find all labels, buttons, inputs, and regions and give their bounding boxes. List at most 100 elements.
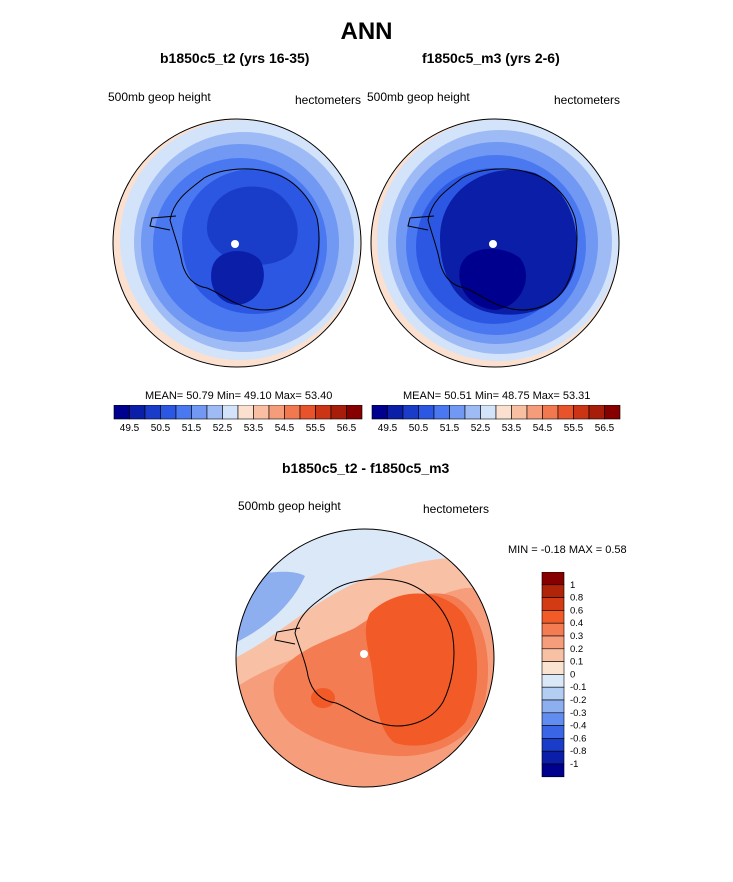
diff-colorbar-swatch xyxy=(541,725,565,739)
diff-units-label: hectometers xyxy=(423,502,490,516)
panel2-colorbar-swatch xyxy=(526,405,543,420)
diff-colorbar-swatch xyxy=(541,674,565,688)
panel2-colorbar-tick-label: 54.5 xyxy=(533,423,553,434)
panel2-map-boundary xyxy=(370,118,620,368)
panel2-colorbar-swatch xyxy=(433,405,450,420)
panel1-colorbar-tick-label: 55.5 xyxy=(306,423,326,434)
panel2-colorbar-swatch xyxy=(371,405,388,420)
panel1-polar-map xyxy=(112,118,362,368)
panel2-colorbar-tick-label: 56.5 xyxy=(595,423,615,434)
panel1-map-boundary xyxy=(112,118,362,368)
panel2-colorbar-swatch xyxy=(511,405,528,420)
diff-antarctica-coastline xyxy=(274,578,455,727)
diff-colorbar-swatch xyxy=(541,584,565,598)
diff-colorbar-tick-label: 1 xyxy=(570,580,575,591)
panel2-colorbar-swatch xyxy=(480,405,497,420)
panel1-units-label: hectometers xyxy=(295,93,362,107)
panel2-colorbar-tick-label: 49.5 xyxy=(378,423,398,434)
panel2-colorbar-swatch xyxy=(542,405,559,420)
panel1-colorbar-swatch xyxy=(253,405,270,420)
diff-colorbar-tick-label: -0.1 xyxy=(570,682,586,693)
diff-south-pole-marker xyxy=(360,650,368,658)
diff-polar-map xyxy=(235,528,495,788)
panel1-colorbar-swatch xyxy=(330,405,347,420)
panel1-title: b1850c5_t2 (yrs 16-35) xyxy=(160,50,310,66)
panel1-low-center xyxy=(211,250,264,305)
panel2-variable-label: 500mb geop height xyxy=(367,90,470,104)
panel2-colorbar-tick-label: 51.5 xyxy=(440,423,460,434)
panel2-colorbar-tick-label: 50.5 xyxy=(409,423,429,434)
panel1-colorbar-swatch xyxy=(346,405,363,420)
panel1-colorbar-tick-label: 51.5 xyxy=(182,423,202,434)
panel1-colorbar-swatch xyxy=(144,405,161,420)
diff-colorbar-tick-label: 0.8 xyxy=(570,593,583,604)
panel1-colorbar-tick-label: 50.5 xyxy=(151,423,171,434)
diff-colorbar-tick-label: -0.3 xyxy=(570,708,586,719)
panel1-antarctica-coastline xyxy=(149,168,320,311)
diff-colorbar-swatch xyxy=(541,572,565,586)
panel1-stats: MEAN= 50.79 Min= 49.10 Max= 53.40 xyxy=(145,390,333,402)
panel1-colorbar-swatch xyxy=(175,405,192,420)
panel2-south-pole-marker xyxy=(489,240,497,248)
diff-colorbar-swatch xyxy=(541,635,565,650)
panel2-units-label: hectometers xyxy=(554,93,621,107)
panel2-low-center xyxy=(459,248,526,310)
diff-colorbar-tick-label: 0.4 xyxy=(570,618,583,629)
panel2-colorbar-swatch xyxy=(495,405,512,420)
panel1-colorbar-swatch xyxy=(222,405,239,420)
diff-colorbar-tick-label: 0.3 xyxy=(570,631,583,642)
panel2-colorbar: 49.5 50.5 51.5 52.5 53.5 54.5 55.5 56.5 xyxy=(371,405,621,434)
panel1-colorbar-swatch xyxy=(191,405,208,420)
panel1-contour-49-5 xyxy=(207,186,298,265)
diff-colorbar-tick-label: -1 xyxy=(570,759,578,770)
panel1-colorbar-swatch xyxy=(268,405,285,420)
diff-variable-label: 500mb geop height xyxy=(238,499,341,513)
diff-colorbar-swatch xyxy=(541,686,565,701)
panel2-colorbar-swatch xyxy=(573,405,590,420)
panel1-colorbar-swatch xyxy=(113,405,130,420)
diff-contour-0-4 xyxy=(365,593,478,746)
panel1-colorbar-tick-label: 54.5 xyxy=(275,423,295,434)
diff-colorbar-swatch xyxy=(541,610,565,624)
diff-colorbar-tick-label: 0 xyxy=(570,669,575,680)
panel1-colorbar-tick-label: 53.5 xyxy=(244,423,264,434)
panel1-colorbar-swatch xyxy=(237,405,254,420)
panel2-colorbar-swatch xyxy=(402,405,419,420)
panel2-polar-map xyxy=(370,118,620,368)
diff-colorbar-swatch xyxy=(541,648,565,662)
panel2-colorbar-tick-label: 55.5 xyxy=(564,423,584,434)
diff-colorbar-tick-label: 0.1 xyxy=(570,657,583,668)
panel2-stats: MEAN= 50.51 Min= 48.75 Max= 53.31 xyxy=(403,390,591,402)
diff-colorbar-swatch xyxy=(541,699,565,714)
diff-colorbar-tick-label: -0.4 xyxy=(570,721,586,732)
diff-colorbar-swatch xyxy=(541,738,565,752)
panel2-colorbar-swatch xyxy=(604,405,621,420)
diff-colorbar-tick-label: -0.6 xyxy=(570,733,586,744)
diff-title: b1850c5_t2 - f1850c5_m3 xyxy=(282,460,450,476)
panel1-colorbar-swatch xyxy=(299,405,316,420)
diff-colorbar-swatch xyxy=(541,750,565,765)
panel1-colorbar-tick-label: 52.5 xyxy=(213,423,233,434)
diff-local-max xyxy=(311,688,335,708)
diff-colorbar-swatch xyxy=(541,712,565,726)
diff-minmax: MIN = -0.18 MAX = 0.58 xyxy=(508,544,627,556)
panel2-colorbar-tick-label: 52.5 xyxy=(471,423,491,434)
panel2-colorbar-swatch xyxy=(449,405,466,420)
panel1-variable-label: 500mb geop height xyxy=(108,90,211,104)
panel1-colorbar-swatch xyxy=(315,405,332,420)
diff-colorbar-tick-label: -0.2 xyxy=(570,695,586,706)
panel1-colorbar-tick-label: 49.5 xyxy=(120,423,140,434)
panel2-colorbar-swatch xyxy=(464,405,481,420)
panel1-colorbar-swatch xyxy=(129,405,146,420)
page-title: ANN xyxy=(340,18,393,45)
panel1-colorbar-tick-label: 56.5 xyxy=(337,423,357,434)
panel2-title: f1850c5_m3 (yrs 2-6) xyxy=(422,50,560,66)
diff-colorbar-swatch xyxy=(541,597,565,611)
diff-colorbar-swatch xyxy=(541,622,565,637)
panel1-colorbar-swatch xyxy=(160,405,177,420)
diff-zero-region xyxy=(236,529,494,658)
diff-colorbar-tick-label: -0.8 xyxy=(570,746,586,757)
panel1-south-pole-marker xyxy=(231,240,239,248)
panel2-antarctica-coastline xyxy=(407,168,578,311)
panel2-colorbar-tick-label: 53.5 xyxy=(502,423,522,434)
